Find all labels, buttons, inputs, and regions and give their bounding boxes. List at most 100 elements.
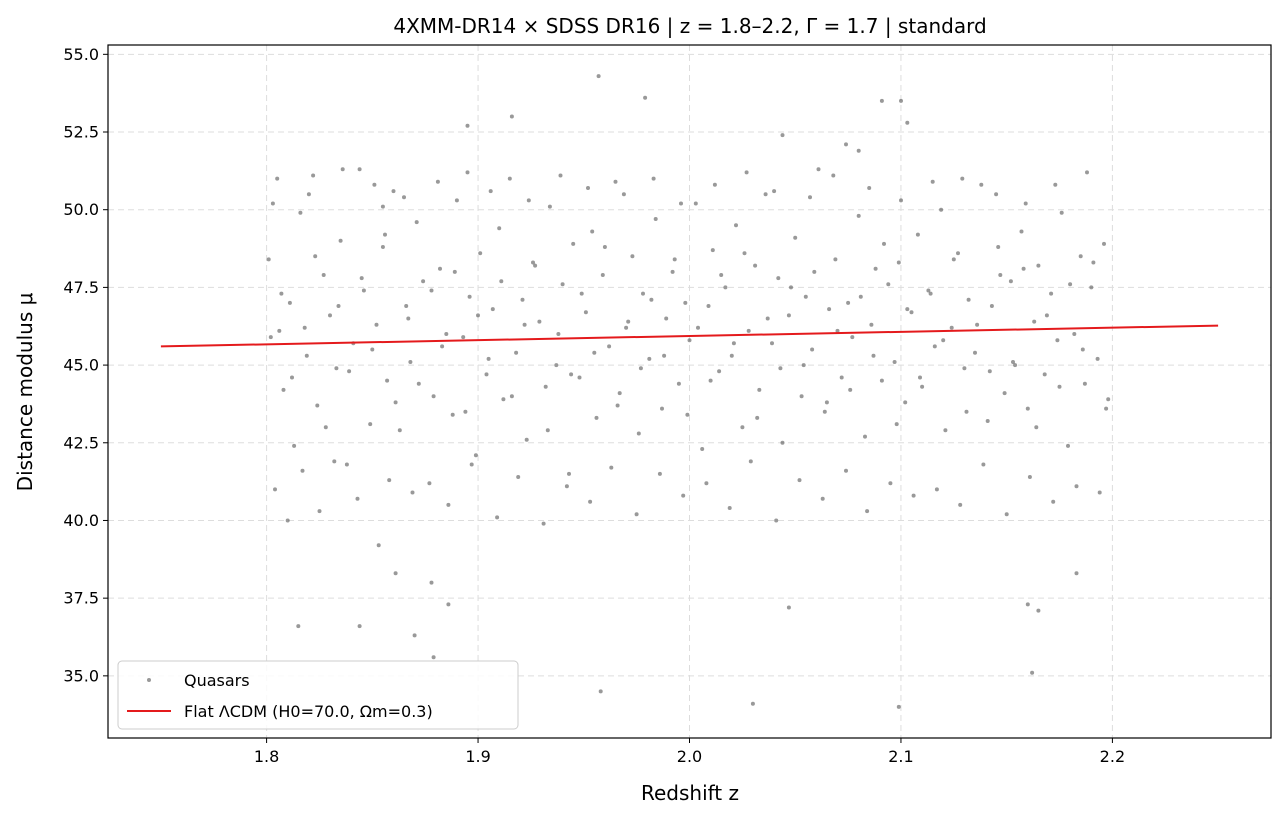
quasar-point	[789, 285, 793, 290]
quasar-point	[285, 518, 290, 523]
quasar-point	[281, 387, 286, 392]
quasar-point	[744, 170, 749, 175]
quasar-point	[681, 493, 686, 498]
quasar-point	[497, 226, 502, 231]
quasar-points	[266, 74, 1111, 709]
quasar-point	[797, 478, 802, 483]
quasar-point	[896, 260, 901, 265]
quasar-point	[1049, 291, 1054, 296]
quasar-point	[454, 198, 459, 203]
quasar-point	[336, 304, 341, 308]
quasar-point	[1034, 425, 1039, 430]
quasar-point	[1036, 608, 1041, 613]
quasar-point	[376, 543, 381, 548]
quasar-point	[643, 95, 648, 100]
quasar-point	[928, 291, 933, 296]
quasar-point	[313, 254, 318, 259]
quasar-point	[374, 322, 379, 327]
quasar-point	[406, 316, 411, 321]
quasar-point	[808, 195, 812, 200]
quasar-point	[679, 201, 683, 206]
quasar-point	[594, 415, 599, 420]
quasar-point	[328, 313, 332, 318]
quasar-point	[930, 179, 935, 184]
quasar-point	[404, 304, 409, 308]
quasar-point	[740, 425, 745, 430]
quasar-point	[391, 189, 396, 194]
quasar-point	[723, 285, 728, 290]
quasar-point	[380, 204, 385, 209]
quasar-point	[1066, 443, 1070, 448]
quasar-point	[949, 325, 954, 330]
quasar-point	[268, 335, 273, 340]
quasar-point	[693, 201, 698, 206]
quasar-point	[727, 506, 732, 510]
quasar-point	[649, 297, 654, 302]
quasar-point	[476, 313, 480, 318]
quasar-point	[486, 356, 491, 361]
quasar-point	[446, 602, 451, 607]
y-axis-ticks: 35.0 37.5 40.0 42.5 45.0 47.5 50.0 52.5 55.0	[63, 45, 108, 685]
quasar-point	[600, 273, 605, 277]
quasar-point	[1080, 347, 1085, 352]
quasar-point	[526, 198, 531, 203]
quasar-point	[514, 350, 519, 355]
quasar-point	[484, 372, 489, 377]
quasar-point	[1057, 384, 1062, 389]
quasar-point	[801, 363, 806, 368]
quasar-point	[332, 459, 337, 464]
quasar-point	[748, 459, 753, 464]
quasar-point	[586, 186, 590, 190]
quasar-point	[696, 325, 700, 330]
quasar-point	[501, 397, 506, 402]
grid	[108, 45, 1271, 738]
quasar-point	[624, 325, 629, 330]
quasar-point	[712, 182, 717, 187]
quasar-point	[848, 387, 853, 392]
quasar-point	[564, 484, 569, 489]
quasar-point	[478, 251, 483, 256]
quasar-point	[602, 245, 607, 249]
quasar-point	[579, 291, 584, 296]
quasar-point	[636, 431, 641, 436]
quasar-point	[780, 440, 785, 445]
y-tick-label: 50.0	[63, 200, 99, 219]
quasar-point	[315, 403, 320, 408]
quasar-point	[520, 297, 525, 302]
quasar-point	[687, 338, 692, 343]
quasar-point	[592, 350, 597, 355]
quasar-point	[370, 347, 375, 352]
quasar-point	[577, 375, 582, 380]
chart-title: 4XMM-DR14 × SDSS DR16 | z = 1.8–2.2, Γ =…	[393, 14, 986, 38]
quasar-point	[1068, 282, 1073, 287]
quasar-point	[905, 120, 910, 125]
quasar-point	[846, 300, 851, 305]
quasar-point	[277, 328, 282, 333]
model-curve	[160, 324, 1219, 348]
quasar-point	[321, 273, 326, 277]
quasar-point	[850, 335, 855, 340]
quasar-point	[304, 353, 309, 358]
quasar-point	[446, 502, 451, 507]
quasar-point	[939, 207, 944, 212]
quasar-point	[839, 375, 844, 380]
x-tick-label: 2.2	[1100, 747, 1125, 766]
quasar-point	[467, 294, 472, 299]
quasar-point	[899, 198, 903, 203]
quasar-point	[547, 204, 552, 209]
y-tick-label: 55.0	[63, 45, 99, 64]
quasar-point	[279, 291, 284, 296]
quasar-point	[524, 437, 529, 442]
quasar-point	[647, 356, 652, 361]
quasar-point	[270, 201, 275, 206]
quasar-point	[317, 509, 322, 514]
quasar-point	[509, 394, 514, 399]
quasar-point	[410, 490, 415, 495]
quasar-point	[1059, 210, 1064, 215]
quasar-point	[450, 412, 455, 417]
quasar-point	[856, 213, 861, 218]
quasar-point	[509, 114, 514, 119]
quasar-point	[641, 291, 645, 296]
y-tick-label: 35.0	[63, 666, 99, 685]
